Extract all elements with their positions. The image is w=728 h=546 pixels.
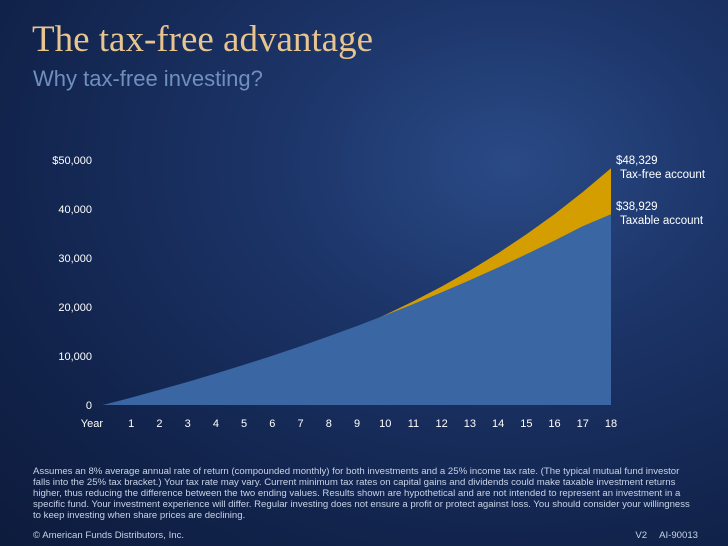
- slide-title: The tax-free advantage: [32, 19, 374, 60]
- x-tick-label: 4: [213, 418, 219, 430]
- end-value-label: $48,329: [616, 155, 658, 167]
- x-tick-label: 16: [548, 418, 560, 430]
- x-tick-label: 8: [326, 418, 332, 430]
- x-tick-label: 6: [269, 418, 275, 430]
- x-tick-label: 3: [185, 418, 191, 430]
- code-label: AI-90013: [659, 530, 698, 541]
- x-tick-label: 14: [492, 418, 504, 430]
- x-tick-label: 11: [408, 418, 419, 430]
- x-tick-label: 2: [156, 418, 162, 430]
- x-tick-label: 18: [605, 418, 617, 430]
- x-tick-label: 1: [128, 418, 134, 430]
- y-tick-label: 40,000: [58, 204, 92, 216]
- document-code: V2 AI-90013: [623, 530, 698, 541]
- y-tick-label: $50,000: [52, 155, 92, 167]
- x-tick-label: 13: [464, 418, 476, 430]
- copyright-text: © American Funds Distributors, Inc.: [33, 530, 185, 541]
- end-value-label: $38,929: [616, 201, 658, 213]
- x-axis-label: Year: [81, 418, 104, 430]
- series-area-taxable: [103, 214, 611, 405]
- end-series-label: Taxable account: [620, 215, 704, 227]
- y-tick-label: 30,000: [58, 253, 92, 265]
- x-tick-label: 12: [436, 418, 448, 430]
- end-series-label: Tax-free account: [620, 169, 706, 181]
- x-tick-label: 15: [520, 418, 532, 430]
- y-tick-label: 10,000: [58, 351, 92, 363]
- x-tick-label: 17: [577, 418, 589, 430]
- x-tick-label: 5: [241, 418, 247, 430]
- x-tick-label: 9: [354, 418, 360, 430]
- version-label: V2: [635, 530, 648, 541]
- slide-subtitle: Why tax-free investing?: [33, 66, 263, 91]
- disclosure-footnote: Assumes an 8% average annual rate of ret…: [33, 466, 690, 521]
- y-tick-label: 0: [86, 400, 92, 412]
- x-tick-label: 10: [379, 418, 391, 430]
- x-tick-label: 7: [297, 418, 303, 430]
- y-tick-label: 20,000: [58, 302, 92, 314]
